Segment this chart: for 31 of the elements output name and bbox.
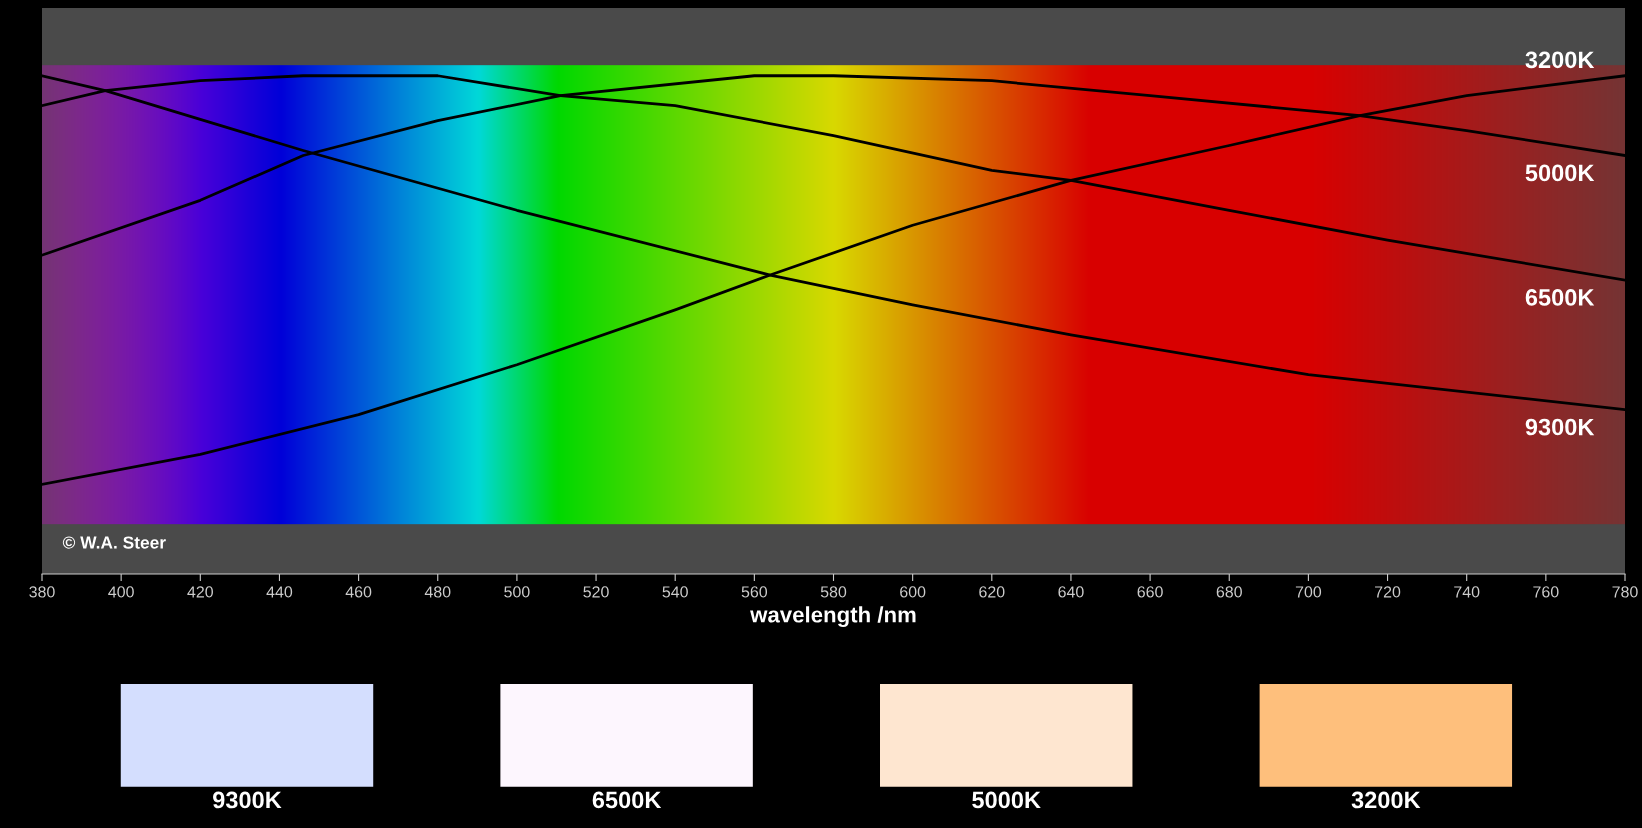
x-tick-label: 680 bbox=[1216, 586, 1242, 598]
x-tick-label: 400 bbox=[108, 586, 134, 598]
x-tick-label: 660 bbox=[1137, 586, 1163, 598]
x-tick-label: 760 bbox=[1533, 586, 1559, 598]
x-tick-label: 520 bbox=[583, 586, 609, 598]
category-label: 9300K bbox=[213, 791, 282, 809]
series-label: 3200K bbox=[1525, 51, 1595, 69]
x-tick-label: 500 bbox=[504, 586, 530, 598]
x-tick-label: 440 bbox=[266, 586, 293, 598]
x-tick-label: 700 bbox=[1295, 586, 1322, 598]
series-label: 6500K bbox=[1525, 289, 1595, 306]
x-axis-title: wavelength /nm bbox=[750, 606, 916, 628]
x-tick-label: 380 bbox=[29, 586, 55, 598]
x-tick-label: 480 bbox=[424, 586, 451, 598]
category-label: 3200K bbox=[1351, 791, 1421, 809]
annotation: © W.A. Steer bbox=[62, 536, 166, 549]
x-tick-label: 740 bbox=[1454, 586, 1480, 598]
series-label: 5000K bbox=[1525, 164, 1595, 182]
x-tick-label: 420 bbox=[187, 586, 213, 598]
x-tick-label: 540 bbox=[662, 586, 688, 598]
x-tick-label: 720 bbox=[1375, 586, 1401, 598]
x-tick-label: 620 bbox=[979, 586, 1005, 598]
series-label: 9300K bbox=[1525, 418, 1595, 436]
x-tick-label: 580 bbox=[820, 586, 847, 598]
x-tick-label: 600 bbox=[900, 586, 926, 598]
category-label: 6500K bbox=[592, 791, 662, 809]
x-tick-label: 460 bbox=[345, 586, 372, 598]
x-tick-label: 560 bbox=[741, 586, 768, 598]
x-tick-label: 780 bbox=[1612, 586, 1638, 598]
category-label: 5000K bbox=[972, 791, 1041, 809]
x-tick-label: 640 bbox=[1058, 586, 1084, 598]
